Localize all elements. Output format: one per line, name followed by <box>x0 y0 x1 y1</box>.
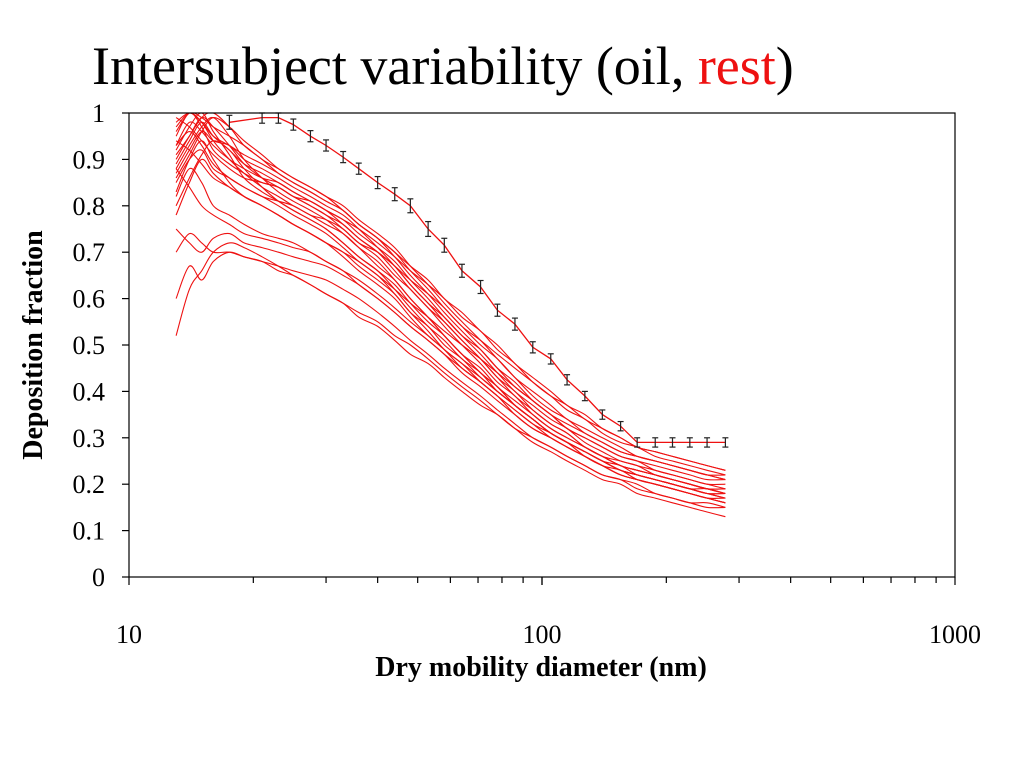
mean-error-bar <box>564 374 571 386</box>
mean-error-bar <box>458 263 465 278</box>
x-tick-label: 100 <box>523 620 562 649</box>
mean-error-bar <box>634 437 641 448</box>
mean-error-bar <box>290 118 297 131</box>
subject-series-line <box>175 113 726 495</box>
mean-error-bar <box>547 353 554 365</box>
x-axis-title: Dry mobility diameter (nm) <box>375 652 707 683</box>
subject-series-line <box>175 251 726 509</box>
mean-error-bar <box>529 341 536 354</box>
mean-error-bar <box>477 279 484 295</box>
y-tick-label: 0.8 <box>73 192 106 221</box>
y-tick-label: 0.3 <box>73 424 106 453</box>
subject-series-line <box>175 117 726 471</box>
subject-series-line <box>175 149 726 504</box>
subject-series-line <box>175 117 726 481</box>
plot-frame <box>128 112 956 578</box>
subject-series-line <box>175 140 726 490</box>
title-suffix: ) <box>775 36 794 96</box>
y-tick-label: 0.5 <box>73 331 106 360</box>
y-axis-title: Deposition fraction <box>18 230 49 460</box>
mean-error-bar <box>340 150 347 164</box>
y-tick-label: 1 <box>92 99 105 128</box>
y-tick-label: 0.7 <box>73 238 106 267</box>
title-prefix: Intersubject variability (oil, <box>92 36 698 96</box>
subject-series-line <box>175 168 726 495</box>
mean-error-bar <box>581 390 588 402</box>
title-accent: rest <box>697 36 776 96</box>
mean-error-bar <box>669 437 676 448</box>
mean-error-bar <box>391 187 398 202</box>
y-tick-label: 0 <box>92 563 105 592</box>
mean-error-bar <box>686 437 693 448</box>
mean-error-bar <box>494 303 501 317</box>
mean-error-bar <box>722 437 729 448</box>
mean-error-bar <box>355 162 362 175</box>
mean-error-bar <box>307 130 314 143</box>
mean-error-bar <box>441 237 448 253</box>
series-layer <box>175 113 726 518</box>
mean-error-bar <box>323 139 330 152</box>
y-tick-label: 0.2 <box>73 470 106 499</box>
subject-series-line <box>175 113 726 481</box>
subject-series-line <box>175 140 726 481</box>
subject-series-line <box>175 113 726 499</box>
subject-series-line <box>175 232 726 508</box>
y-tick-label: 0.9 <box>73 145 106 174</box>
mean-error-bar <box>407 198 414 214</box>
mean-error-bar <box>704 437 711 448</box>
axis-layer: 0 0.1 0.2 0.3 0.4 0.5 0.6 0.7 0.8 0.9 1 10 100 1000 <box>73 99 982 649</box>
mean-error-bar <box>425 220 432 238</box>
y-tick-label: 0.1 <box>73 517 106 546</box>
mean-error-bar <box>374 175 381 190</box>
subject-series-line <box>175 242 726 518</box>
mean-error-bar <box>511 317 518 331</box>
y-tick-label: 0.4 <box>73 377 106 406</box>
slide-title: Intersubject variability (oil, rest) <box>92 30 794 102</box>
mean-error-bar <box>599 409 606 420</box>
x-tick-label: 1000 <box>929 620 981 649</box>
mean-error-bar <box>226 114 233 130</box>
mean-error-bar <box>617 420 624 432</box>
x-tick-label: 10 <box>116 620 142 649</box>
mean-layer <box>226 112 729 448</box>
subject-series-line <box>175 113 726 471</box>
mean-error-bar <box>652 437 659 448</box>
y-tick-label: 0.6 <box>73 285 106 314</box>
subject-series-line <box>175 167 726 504</box>
